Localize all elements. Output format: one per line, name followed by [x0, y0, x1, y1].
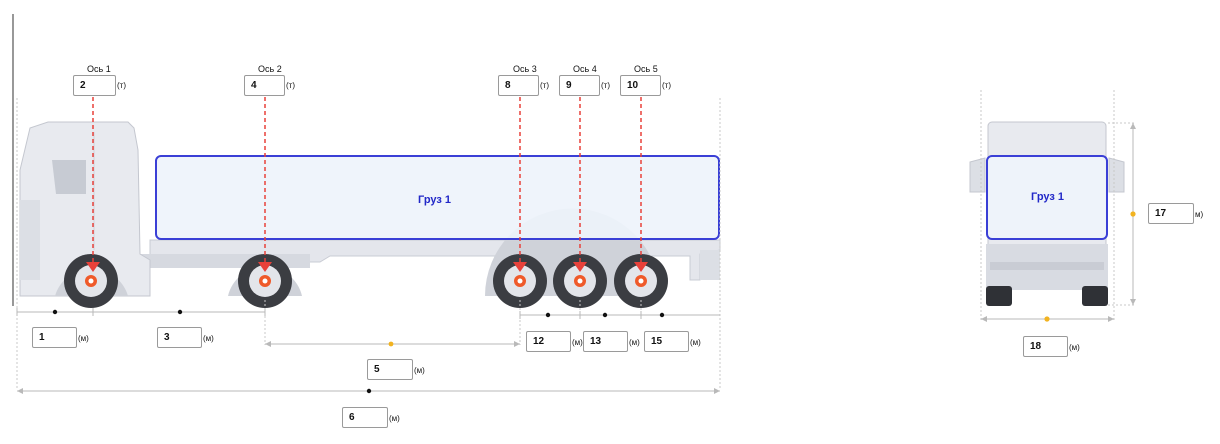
rear-overhang-unit: (м) [690, 338, 701, 347]
axle-3-load-input[interactable]: 8 [498, 75, 539, 96]
cargo-label-rear: Груз 1 [1031, 191, 1065, 203]
axle-4-load-input[interactable]: 9 [559, 75, 600, 96]
width-input[interactable]: 18 [1023, 336, 1068, 357]
total-length-input[interactable]: 6 [342, 407, 388, 428]
width-unit: (м) [1069, 343, 1080, 352]
axle4-to-axle5-input[interactable]: 13 [583, 331, 628, 352]
axle-1-load-input[interactable]: 2 [73, 75, 116, 96]
height-unit: м) [1195, 210, 1204, 219]
axle4-to-axle5-unit: (м) [629, 338, 640, 347]
dimension-markers [52, 309, 665, 394]
axle-3-label: Ось 3 [513, 64, 537, 74]
axle-2-unit: (т) [286, 81, 295, 90]
axle-1-label: Ось 1 [87, 64, 111, 74]
cargo-label-side: Груз 1 [418, 194, 452, 206]
wheel-3 [493, 254, 547, 308]
wheel-1 [64, 254, 118, 308]
axle1-to-axle2-unit: (м) [203, 334, 214, 343]
axle3-to-axle4-input[interactable]: 12 [526, 331, 571, 352]
truck-wheels [64, 254, 668, 308]
axle-load-arrows [86, 97, 648, 272]
rear-overhang-input[interactable]: 15 [644, 331, 689, 352]
axle2-to-axle3-input[interactable]: 5 [367, 359, 413, 380]
width-marker [1044, 316, 1050, 322]
axle-2-load-input[interactable]: 4 [244, 75, 285, 96]
axle-4-label: Ось 4 [573, 64, 597, 74]
axle-3-unit: (т) [540, 81, 549, 90]
axle-4-unit: (т) [601, 81, 610, 90]
axle-5-unit: (т) [662, 81, 671, 90]
front-overhang-unit: (м) [78, 334, 89, 343]
front-overhang-input[interactable]: 1 [32, 327, 77, 348]
axle-5-load-input[interactable]: 10 [620, 75, 661, 96]
total-length-unit: (м) [389, 414, 400, 423]
cargo-box-side[interactable] [155, 155, 720, 240]
axle-5-label: Ось 5 [634, 64, 658, 74]
axle1-to-axle2-input[interactable]: 3 [157, 327, 202, 348]
wheel-2 [238, 254, 292, 308]
wheel-4 [553, 254, 607, 308]
cargo-box-rear[interactable] [986, 155, 1108, 240]
height-marker [1130, 211, 1136, 217]
rear-arrow-tips [981, 123, 1136, 322]
wheel-5 [614, 254, 668, 308]
height-input[interactable]: 17 [1148, 203, 1194, 224]
axle2-to-axle3-unit: (м) [414, 366, 425, 375]
dimension-arrow-tips [17, 341, 720, 394]
axle-1-unit: (т) [117, 81, 126, 90]
axle-2-label: Ось 2 [258, 64, 282, 74]
axle3-to-axle4-unit: (м) [572, 338, 583, 347]
